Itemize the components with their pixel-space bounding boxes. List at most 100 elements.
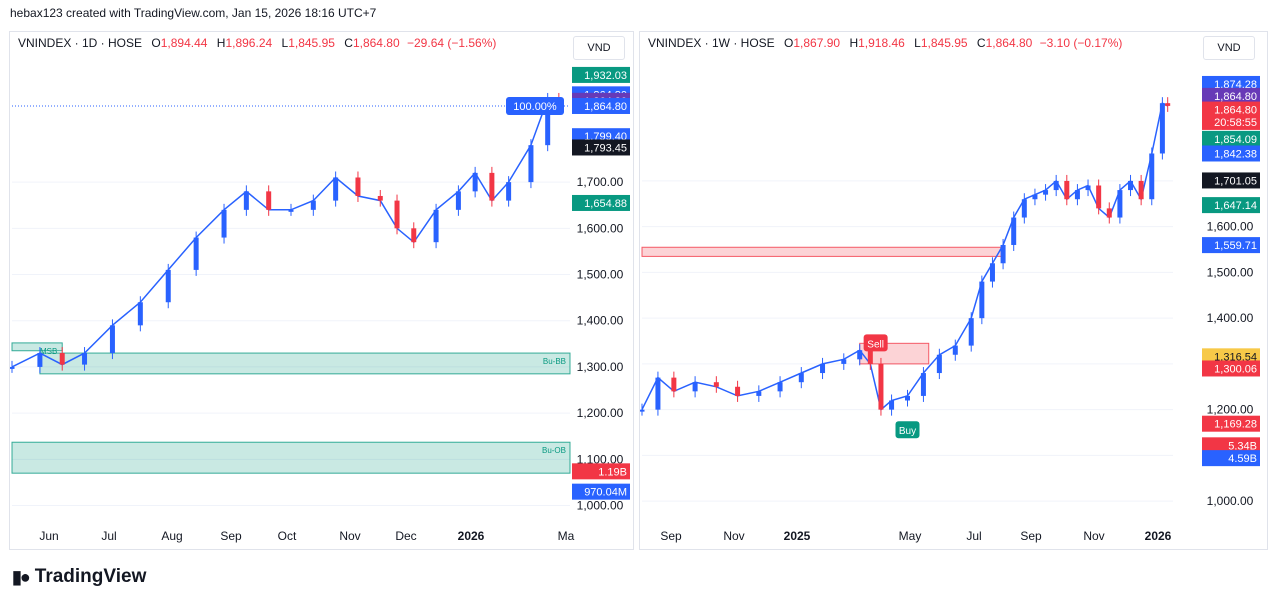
zone-box — [39, 352, 571, 375]
price-badge — [572, 483, 630, 500]
chart-legend-weekly: VNINDEX · 1W · HOSE O1,867.90 H1,918.46 … — [648, 36, 1122, 50]
price-badge — [1202, 197, 1260, 214]
tradingview-logo[interactable]: ▮● TradingView — [12, 566, 146, 588]
legend-change: −3.10 (−0.17%) — [1039, 36, 1123, 50]
y-tick-label: 1,600.00 — [577, 221, 624, 235]
zone-box — [11, 342, 63, 352]
candle-body — [1117, 190, 1123, 218]
candle-body — [333, 177, 339, 201]
percent-badge — [506, 96, 564, 115]
zone-label: Bu-OB — [542, 446, 566, 455]
candle-body — [867, 350, 873, 364]
currency-unit-label[interactable]: VND — [573, 36, 625, 60]
legend-open-label: O — [151, 36, 161, 50]
candle-body — [506, 182, 512, 201]
zone-label: Bu-BB — [543, 357, 566, 366]
candle-body — [1159, 103, 1165, 154]
x-tick-label: Sep — [660, 529, 682, 543]
price-badge-label: 4.59B — [1228, 453, 1257, 465]
y-tick-label: 1,000.00 — [1207, 494, 1254, 508]
chart-panel-daily[interactable]: VNINDEX · 1D · HOSE O1,894.44 H1,896.24 … — [9, 31, 634, 550]
candle-body — [1106, 208, 1112, 218]
candle-body — [1149, 153, 1155, 200]
price-badge — [572, 139, 630, 156]
x-tick-label: 2026 — [458, 529, 485, 543]
candle-body — [411, 228, 417, 243]
candle-body — [857, 350, 863, 360]
candle-body — [1074, 190, 1080, 200]
candle-body — [455, 191, 461, 210]
price-badge-label: 1,932.03 — [584, 70, 627, 82]
candle-body — [878, 363, 884, 410]
candle-body — [1021, 199, 1027, 218]
candle-body — [1138, 180, 1144, 200]
x-tick-label: 2026 — [1145, 529, 1172, 543]
legend-close: 1,864.80 — [352, 36, 400, 50]
candle-body — [1085, 185, 1091, 191]
price-badge-label: 1,316.54 — [1214, 351, 1257, 363]
candle-body — [266, 191, 272, 210]
signal-marker — [895, 421, 920, 439]
y-tick-label: 1,400.00 — [1207, 311, 1254, 325]
candle-body — [820, 363, 826, 374]
x-tick-label: Jul — [966, 529, 981, 543]
y-tick-label: 1,200.00 — [1207, 403, 1254, 417]
candle-body — [979, 281, 985, 319]
price-badge — [1202, 101, 1260, 118]
y-tick-label: 1,100.00 — [577, 452, 624, 466]
candle-body — [1043, 190, 1049, 195]
candle-body — [193, 237, 199, 270]
legend-close: 1,864.80 — [985, 36, 1033, 50]
currency-unit-label[interactable]: VND — [1203, 36, 1255, 60]
price-badge — [1202, 113, 1260, 130]
price-badge — [1202, 348, 1260, 365]
x-tick-label: May — [899, 529, 922, 543]
chart-panel-weekly[interactable]: VNINDEX · 1W · HOSE O1,867.90 H1,918.46 … — [639, 31, 1268, 550]
candle-body — [82, 353, 88, 365]
x-tick-label: Jul — [101, 529, 116, 543]
price-badge-label: 1.19B — [598, 466, 627, 478]
legend-low-label: L — [281, 36, 289, 50]
price-badge-label: 970.04M — [584, 487, 627, 499]
price-badge — [1202, 450, 1260, 467]
candle-body — [1096, 185, 1102, 209]
x-tick-label: Sep — [1020, 529, 1042, 543]
y-tick-label: 1,000.00 — [577, 499, 624, 513]
price-badge-label: 1,654.88 — [584, 198, 627, 210]
price-badge — [1202, 130, 1260, 147]
brand-text: TradingView — [34, 566, 147, 587]
price-badge — [572, 463, 630, 480]
candle-body — [713, 382, 719, 387]
signal-label: Buy — [899, 426, 916, 437]
candle-body — [692, 382, 698, 392]
x-tick-label: Ma — [558, 529, 575, 543]
candle-body — [59, 353, 65, 365]
candle-body — [640, 409, 645, 412]
legend-symbol: VNINDEX · 1D · HOSE — [18, 36, 143, 50]
x-tick-label: 2025 — [784, 529, 811, 543]
candle-body — [165, 269, 171, 303]
candle-body — [756, 391, 762, 396]
signal-marker — [863, 334, 888, 352]
weekly-chart-svg[interactable]: 1,000.001,100.001,200.001,300.001,400.00… — [640, 32, 1267, 549]
price-badge-label: 1,793.45 — [584, 142, 627, 154]
price-badge-label: 1,701.05 — [1214, 175, 1257, 187]
price-badge-label: 1,842.38 — [1214, 148, 1257, 160]
price-badge-label: 20:58:55 — [1214, 117, 1257, 129]
candle-body — [489, 172, 495, 201]
x-tick-label: Nov — [339, 529, 360, 543]
candle-body — [889, 400, 895, 410]
x-tick-label: Nov — [1083, 529, 1104, 543]
candle-body — [310, 200, 316, 210]
price-badge — [1202, 87, 1260, 104]
candle-body — [968, 318, 974, 346]
candle-body — [37, 353, 43, 367]
candle-body — [288, 209, 294, 212]
price-badge — [572, 194, 630, 211]
legend-open-label: O — [784, 36, 794, 50]
y-tick-label: 1,700.00 — [577, 175, 624, 189]
price-badge-label: 1,864.80 — [584, 101, 627, 113]
candle-body — [10, 366, 15, 369]
candle-body — [433, 209, 439, 243]
daily-chart-svg[interactable]: 1,000.00 1,100.00 1,200.00 1,300.00 1,400.00… — [10, 32, 633, 549]
